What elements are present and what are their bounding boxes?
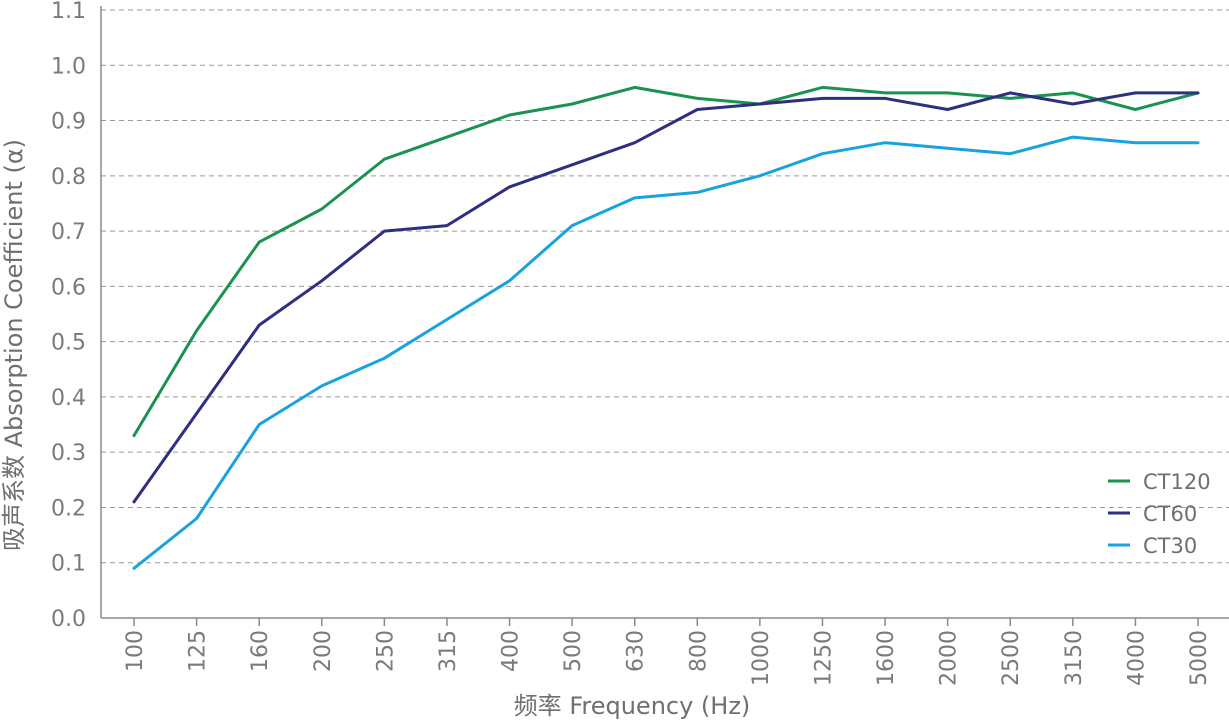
- legend: CT120 CT60 CT30: [1108, 470, 1211, 558]
- series-line-ct60: [132, 91, 1200, 504]
- x-tick-label: 2000: [937, 630, 962, 686]
- x-tick-label: 200: [311, 630, 336, 672]
- series-lines: [132, 85, 1200, 570]
- y-tick-label: 0.6: [51, 275, 86, 300]
- y-tick-label: 0.2: [51, 496, 86, 521]
- axes: [100, 6, 1229, 626]
- x-tick-label: 100: [123, 630, 148, 672]
- y-tick-label: 0.0: [51, 607, 86, 632]
- x-tick-label: 315: [436, 630, 461, 672]
- x-tick-label: 1250: [811, 630, 836, 686]
- x-tick-label: 4000: [1124, 630, 1149, 686]
- gridlines: [101, 9, 1229, 564]
- x-tick-labels: 100 125 160 200 250 315 400 500 630 800 1000 1250 16…: [123, 630, 1212, 686]
- legend-label-ct30: CT30: [1143, 534, 1197, 558]
- x-tick-label: 2500: [999, 630, 1024, 686]
- y-tick-label: 1.1: [51, 0, 86, 24]
- x-tick-label: 1600: [874, 630, 899, 686]
- y-axis-title: 吸声系数 Absorption Coefficient (α): [0, 139, 28, 551]
- x-tick-label: 800: [686, 630, 711, 672]
- y-tick-label: 0.1: [51, 552, 86, 577]
- x-tick-label: 500: [561, 630, 586, 672]
- series-line-ct30: [132, 135, 1200, 570]
- y-tick-label: 0.5: [51, 331, 86, 356]
- x-tick-label: 5000: [1187, 630, 1212, 686]
- x-tick-label: 1000: [749, 630, 774, 686]
- y-tick-label: 0.4: [51, 386, 86, 411]
- y-tick-label: 1.0: [51, 54, 86, 79]
- y-tick-labels: 0.0 0.1 0.2 0.3 0.4 0.5 0.6 0.7 0.8 0.9 1.0 1.1: [51, 0, 86, 632]
- x-tick-label: 630: [624, 630, 649, 672]
- legend-label-ct60: CT60: [1143, 502, 1197, 526]
- x-tick-label: 250: [373, 630, 398, 672]
- y-tick-label: 0.7: [51, 220, 86, 245]
- legend-label-ct120: CT120: [1143, 470, 1211, 494]
- series-line-ct120: [132, 85, 1200, 438]
- y-tick-label: 0.3: [51, 441, 86, 466]
- x-axis-title: 频率 Frequency (Hz): [514, 692, 751, 720]
- x-tick-label: 125: [186, 630, 211, 672]
- x-tick-label: 3150: [1062, 630, 1087, 686]
- x-tick-label: 400: [499, 630, 524, 672]
- x-tick-label: 160: [248, 630, 273, 672]
- y-tick-label: 0.9: [51, 110, 86, 135]
- y-tick-label: 0.8: [51, 165, 86, 190]
